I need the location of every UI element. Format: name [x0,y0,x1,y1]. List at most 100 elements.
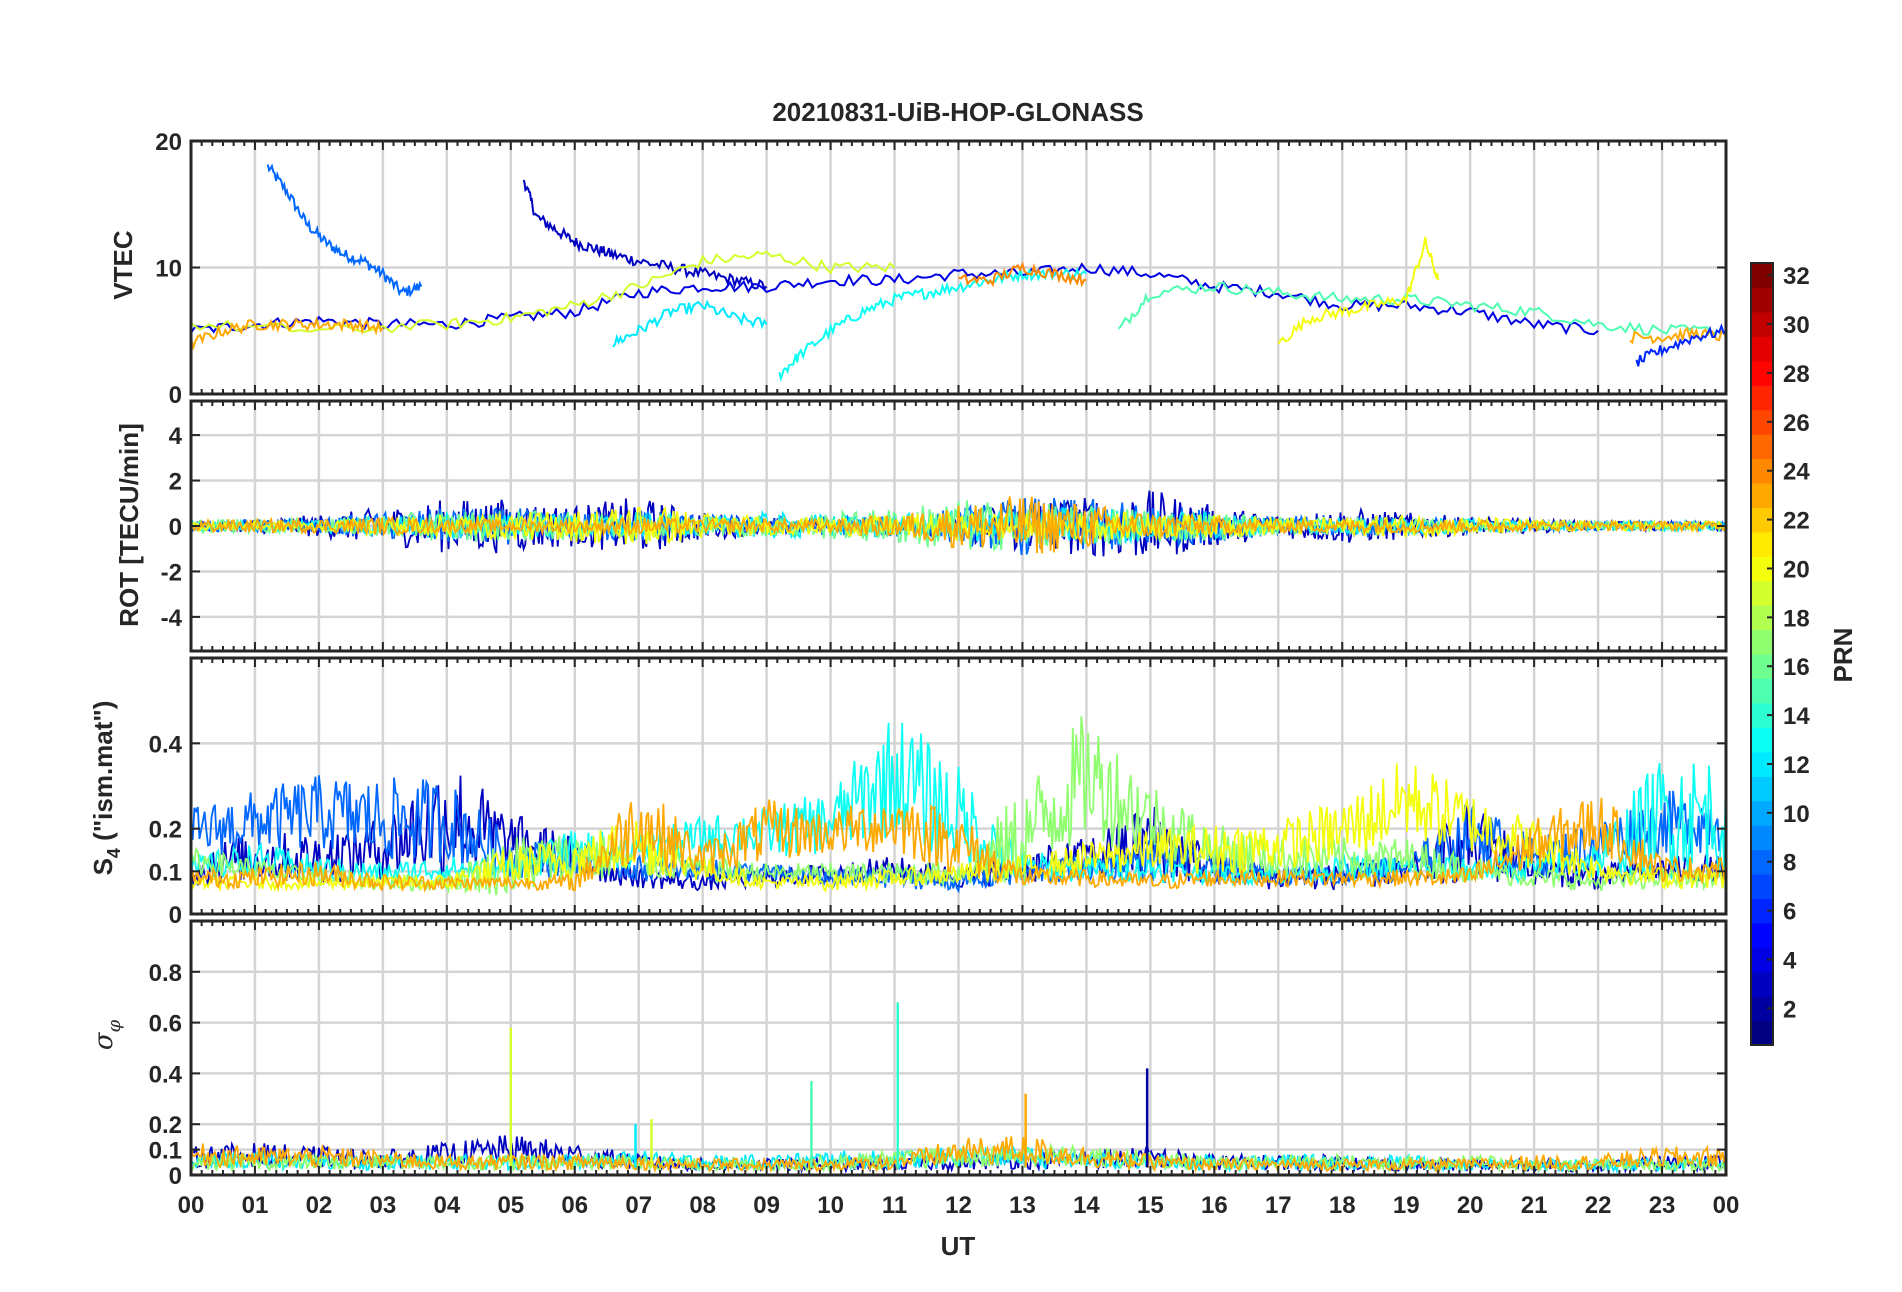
colorbar-cell [1751,336,1773,362]
x-ticklabel: 19 [1393,1192,1420,1219]
x-axis-label: UT [941,1231,976,1261]
x-ticklabel: 16 [1201,1192,1228,1219]
x-ticklabel: 06 [561,1192,588,1219]
panel-rot-axes: -4 -2 0 2 4 [161,399,1728,653]
panel-vtec-series [190,163,1727,383]
series-noise-prn-23 [190,797,1727,894]
colorbar-ticklabel: 14 [1783,703,1810,730]
series-line-prn-6 [1635,323,1727,367]
colorbar-cell [1751,776,1773,802]
colorbar-cell [1751,1020,1773,1046]
colorbar-ticklabel: 30 [1783,312,1810,339]
y-ticklabel: 0.2 [149,817,182,844]
series-noise-prn-23 [190,496,1727,554]
panel-vtec: 0 10 20 VTEC [108,129,1728,409]
colorbar-cell [1751,556,1773,582]
series-noise-prn-23 [190,1136,1727,1174]
y-ticklabel: 0.1 [149,1138,182,1165]
x-ticklabel: 20 [1457,1192,1484,1219]
colorbar-cell [1751,629,1773,655]
colorbar-cell [1751,507,1773,533]
panel-sigma-phi-ylabel: σφ [89,1019,125,1050]
chart-title: 20210831-UiB-HOP-GLONASS [772,97,1143,127]
y-ticklabel: 0.4 [149,1061,183,1088]
x-ticklabel: 03 [370,1192,397,1219]
colorbar-ticklabel: 20 [1783,556,1810,583]
y-ticklabel: 0 [169,514,182,541]
colorbar-cell [1751,360,1773,386]
colorbar-cell [1751,531,1773,557]
colorbar-label: PRN [1828,628,1858,683]
y-ticklabel: 0.1 [149,859,182,886]
colorbar-cell [1751,311,1773,337]
series-line-prn-20 [1277,236,1440,345]
colorbar-ticklabel: 24 [1783,459,1810,486]
x-ticklabel: 00 [178,1192,205,1219]
x-ticklabel: 10 [817,1192,844,1219]
colorbar-cell [1751,458,1773,484]
colorbar-cell [1751,409,1773,435]
x-ticklabel: 01 [242,1192,269,1219]
panel-s4-ylabel-main: S [88,858,118,875]
y-ticklabel: 0.6 [149,1011,182,1038]
colorbar-ticklabel: 10 [1783,801,1810,828]
x-ticklabel: 13 [1009,1192,1036,1219]
colorbar-ticklabel: 16 [1783,654,1810,681]
y-ticklabel: -2 [161,559,182,586]
x-ticklabel: 08 [689,1192,716,1219]
x-ticklabel: 17 [1265,1192,1292,1219]
y-ticklabel: 0 [169,382,182,409]
series-noise-prn-20 [190,763,1727,893]
x-ticklabel: 23 [1649,1192,1676,1219]
y-ticklabel: -4 [161,605,183,632]
panel-sigma-phi: 00.10.2 0.4 0.6 0.8 σφ [89,919,1728,1190]
x-ticklabel: 00 [1713,1192,1740,1219]
x-ticklabel: 15 [1137,1192,1164,1219]
colorbar-ticklabel: 4 [1783,947,1797,974]
colorbar-cell [1751,825,1773,851]
colorbar-cell [1751,287,1773,313]
colorbar-cell [1751,580,1773,606]
colorbar-cell [1751,947,1773,973]
colorbar-cell [1751,702,1773,728]
x-ticklabel: 05 [497,1192,524,1219]
colorbar-ticklabel: 2 [1783,996,1796,1023]
colorbar-gradient [1750,262,1774,1046]
panel-vtec-axes: 0 10 20 [155,129,1728,409]
colorbar-cell [1751,800,1773,826]
y-ticklabel: 10 [155,256,182,283]
colorbar-ticklabel: 12 [1783,752,1810,779]
colorbar-cell [1751,849,1773,875]
colorbar-cell [1751,922,1773,948]
colorbar-cell [1751,678,1773,704]
panel-s4-axes: 0 0.1 0.2 0.4 [149,656,1728,929]
y-ticklabel: 0 [169,1163,182,1190]
y-ticklabel: 0.4 [149,731,183,758]
colorbar-cell [1751,971,1773,997]
series-line-prn-23 [190,316,384,351]
panel-rot: -4 -2 0 2 4 ROT [TECU/min] [114,399,1728,653]
series-line-prn-19 [190,250,896,334]
colorbar-cell [1751,751,1773,777]
panel-s4-ylabel-sub: 4 [104,848,124,858]
x-ticklabel: 22 [1585,1192,1612,1219]
colorbar-frame [1750,262,1774,1046]
x-ticklabel: 18 [1329,1192,1356,1219]
series-line-prn-8 [266,163,423,298]
panel-s4-ylabel-rest: ("ism.mat") [88,701,118,848]
y-ticklabel: 0.8 [149,960,182,987]
colorbar-cell [1751,727,1773,753]
panel-sigma-phi-ylabel-main: σ [89,1031,119,1050]
series-noise-prn-8 [190,775,1727,894]
panel-s4-ylabel: S4 ("ism.mat") [88,701,124,876]
colorbar-cell [1751,385,1773,411]
colorbar-cell [1751,654,1773,680]
x-ticklabel: 12 [945,1192,972,1219]
colorbar-cell [1751,605,1773,631]
colorbar-cell [1751,263,1773,289]
colorbar-cell [1751,996,1773,1022]
panel-vtec-ylabel: VTEC [108,230,138,300]
